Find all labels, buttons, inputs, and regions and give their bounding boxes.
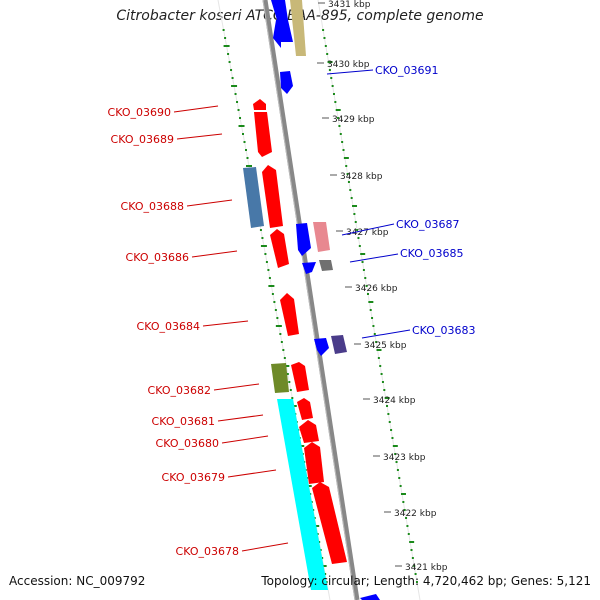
gene-label[interactable]: CKO_03691	[375, 64, 438, 77]
kbp-tick-label: 3424 kbp	[373, 396, 416, 406]
gene-cko-03685[interactable]	[302, 262, 316, 274]
gene-cko-03679[interactable]	[304, 442, 324, 484]
gene-label[interactable]: CKO_03687	[396, 218, 459, 231]
reverse-gene-labels: CKO_03691 CKO_03687 CKO_03685 CKO_03683	[375, 64, 475, 337]
gene-label[interactable]: CKO_03683	[412, 324, 475, 337]
gene-pink[interactable]	[313, 222, 330, 252]
gene-label[interactable]: CKO_03679	[162, 471, 225, 484]
kbp-tick-label: 3429 kbp	[332, 115, 375, 125]
gene-bottom-blue[interactable]	[360, 594, 380, 600]
genome-backbone	[262, 0, 360, 600]
gene-cko-03686[interactable]	[270, 229, 289, 268]
gene-cko-03680[interactable]	[299, 420, 319, 443]
kbp-tick-label: 3431 kbp	[328, 0, 371, 10]
accession-text: Accession: NC_009792	[9, 574, 146, 588]
gene-cko-03683-blue[interactable]	[314, 338, 329, 356]
kbp-tick-label: 3425 kbp	[364, 341, 407, 351]
gene-cko-03684[interactable]	[280, 293, 299, 336]
kbp-tick-label: 3423 kbp	[383, 453, 426, 463]
gene-label[interactable]: CKO_03686	[126, 251, 189, 264]
gene-cko-03690[interactable]	[253, 99, 266, 110]
gene-cko-03689[interactable]	[254, 112, 272, 157]
gene-cko-03683[interactable]	[331, 335, 347, 354]
gene-label[interactable]: CKO_03690	[108, 106, 171, 119]
reverse-strand-genes	[271, 0, 380, 600]
gene-cko-03682-olive[interactable]	[271, 363, 289, 393]
kbp-tick-label: 3421 kbp	[405, 563, 448, 573]
gene-label[interactable]: CKO_03689	[111, 133, 174, 146]
gene-cko-03678[interactable]	[312, 482, 347, 564]
gene-top-blue-2[interactable]	[273, 20, 293, 48]
kbp-tick-label: 3426 kbp	[355, 284, 398, 294]
gene-top-blue[interactable]	[271, 0, 288, 20]
gene-grey[interactable]	[319, 260, 333, 271]
gene-label[interactable]: CKO_03680	[156, 437, 219, 450]
gene-label[interactable]: CKO_03684	[137, 320, 200, 333]
gene-cko-03687[interactable]	[296, 223, 311, 256]
gene-cko-03682[interactable]	[291, 362, 309, 392]
gene-top-khaki[interactable]	[290, 0, 306, 56]
gene-label[interactable]: CKO_03681	[152, 415, 215, 428]
gene-label[interactable]: CKO_03682	[148, 384, 211, 397]
kbp-tick-label: 3428 kbp	[340, 172, 383, 182]
forward-strand-genes	[243, 99, 347, 590]
gene-cko-03688-blue[interactable]	[243, 167, 264, 228]
kbp-tick-label: 3430 kbp	[327, 60, 370, 70]
gene-label[interactable]: CKO_03685	[400, 247, 463, 260]
callout-lines	[173, 69, 411, 552]
kbp-tick-label: 3422 kbp	[394, 509, 437, 519]
topology-text: Topology: circular; Length: 4,720,462 bp…	[261, 574, 591, 588]
gene-cko-03681[interactable]	[297, 398, 313, 420]
gene-label[interactable]: CKO_03678	[176, 545, 239, 558]
gene-cko-03678-cyan[interactable]	[277, 399, 328, 590]
gene-cko-03691[interactable]	[280, 71, 293, 94]
gene-label[interactable]: CKO_03688	[121, 200, 184, 213]
kbp-tick-label: 3427 kbp	[346, 228, 389, 238]
forward-gene-labels: CKO_03690 CKO_03689 CKO_03688 CKO_03686 …	[108, 106, 239, 558]
gene-cko-03688[interactable]	[262, 165, 283, 228]
kbp-ticks: 3431 kbp 3430 kbp 3429 kbp 3428 kbp 3427 kbp…	[317, 0, 448, 573]
